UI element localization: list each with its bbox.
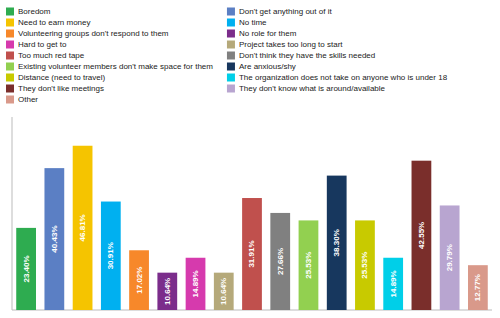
legend-swatch [227, 74, 235, 82]
legend-swatch [227, 19, 235, 27]
data-label: 12.77% [473, 274, 482, 301]
y-axis-line [12, 117, 13, 310]
legend-label: Other [18, 95, 38, 104]
data-label: 29.79% [445, 244, 454, 271]
data-label: 46.81% [78, 214, 87, 241]
legend-label: They don't know what is around/available [239, 84, 386, 93]
bar [16, 228, 36, 310]
data-label: 23.40% [22, 255, 31, 282]
legend-label: Project takes too long to start [239, 40, 343, 49]
bar [44, 168, 64, 310]
bar [242, 198, 262, 310]
bar [440, 205, 460, 310]
legend-label: Hard to get to [18, 40, 67, 49]
legend-swatch [227, 8, 235, 16]
data-label: 38.30% [332, 229, 341, 256]
legend-swatch [6, 19, 14, 27]
bar [327, 176, 347, 310]
bar [214, 273, 234, 310]
legend-label: Don't get anything out of it [239, 7, 332, 16]
legend-label: The organization does not take on anyone… [239, 73, 448, 82]
bars [16, 146, 488, 310]
legend-label: Need to earn money [18, 18, 91, 27]
chart: Boredom Don't get anything out of it Need … [0, 0, 500, 318]
legend-label: Boredom [18, 7, 51, 16]
legend-swatch [6, 30, 14, 38]
legend-swatch [6, 85, 14, 93]
legend-swatch [6, 52, 14, 60]
data-label: 10.64% [163, 278, 172, 305]
legend: Boredom Don't get anything out of it Need … [6, 7, 448, 104]
data-label: 30.91% [106, 242, 115, 269]
legend-swatch [6, 74, 14, 82]
legend-swatch [6, 96, 14, 104]
legend-label: Existing volunteer members don't make sp… [18, 62, 213, 71]
data-label: 40.43% [50, 225, 59, 252]
legend-label: They don't like meetings [18, 84, 104, 93]
legend-swatch [6, 8, 14, 16]
legend-label: No role for them [239, 29, 297, 38]
legend-label: Don't think they have the skills needed [239, 51, 375, 60]
bar [73, 146, 93, 310]
bar [468, 265, 488, 310]
legend-label: Too much red tape [18, 51, 85, 60]
data-label: 10.64% [219, 278, 228, 305]
data-label: 25.53% [360, 252, 369, 279]
bar [186, 258, 206, 310]
data-label: 17.02% [135, 267, 144, 294]
legend-label: Distance (need to travel) [18, 73, 105, 82]
data-labels: 23.40% 40.43% 46.81% 30.91% 17.02% 10.64% 14.8… [22, 214, 483, 305]
legend-label: No time [239, 18, 267, 27]
legend-swatch [227, 85, 235, 93]
legend-swatch [227, 41, 235, 49]
legend-label: Volunteering groups don't respond to the… [18, 29, 169, 38]
legend-label: Are anxious/shy [239, 62, 296, 71]
data-label: 14.89% [191, 270, 200, 297]
legend-swatch [227, 63, 235, 71]
legend-swatch [6, 63, 14, 71]
bar [383, 258, 403, 310]
data-label: 25.53% [304, 252, 313, 279]
bar [355, 220, 375, 310]
legend-swatch [227, 30, 235, 38]
bar [270, 213, 290, 310]
legend-swatch [6, 41, 14, 49]
bar [412, 161, 432, 310]
data-label: 27.66% [276, 248, 285, 275]
bar [101, 202, 121, 310]
legend-swatch [227, 52, 235, 60]
bar [157, 273, 177, 310]
bar [129, 250, 149, 310]
data-label: 14.89% [389, 270, 398, 297]
data-label: 42.55% [417, 222, 426, 249]
bar [299, 220, 319, 310]
data-label: 31.91% [248, 240, 257, 267]
